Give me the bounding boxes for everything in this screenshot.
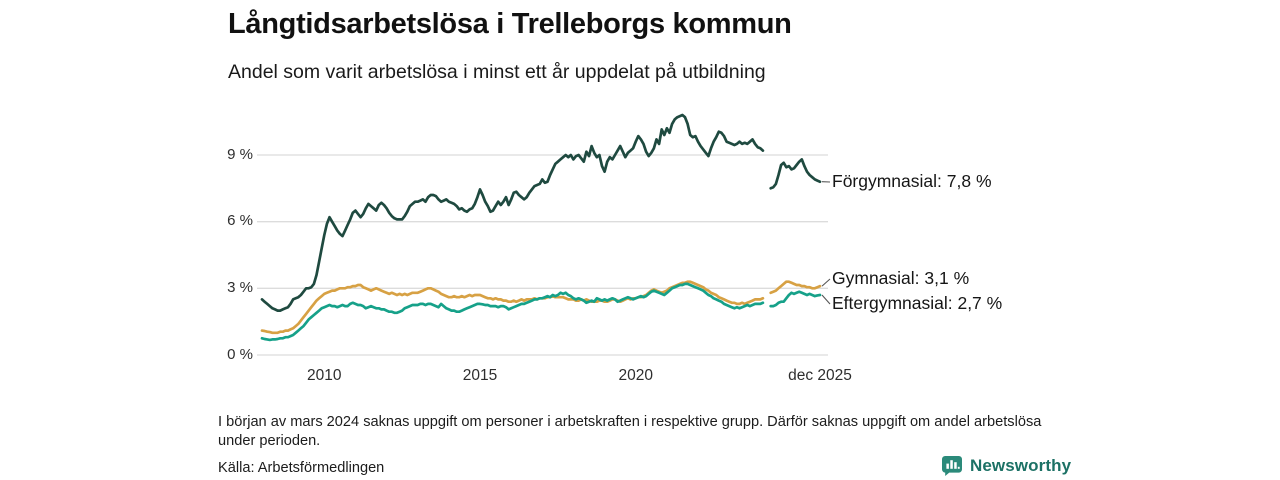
source-credit: Källa: Arbetsförmedlingen <box>218 460 385 476</box>
series-line-förgymnasial <box>260 113 822 312</box>
y-tick-label: 6 % <box>227 212 253 230</box>
y-tick-label: 3 % <box>227 278 253 296</box>
y-tick-label: 9 % <box>227 145 253 163</box>
series-line-eftergymnasial <box>260 282 822 342</box>
x-tick-label: dec 2025 <box>788 367 852 384</box>
chart-footnote: I början av mars 2024 saknas uppgift om … <box>218 414 1042 449</box>
chart-subtitle: Andel som varit arbetslösa i minst ett å… <box>228 61 766 83</box>
series-label-forgymnasial: Förgymnasial: 7,8 % <box>832 171 992 191</box>
label-connector <box>821 294 831 305</box>
chart-title: Långtidsarbetslösa i Trelleborgs kommun <box>228 8 792 40</box>
newsworthy-speech-bubble-bars-icon <box>941 455 963 477</box>
series-label-gymnasial: Gymnasial: 3,1 % <box>832 268 970 288</box>
newsworthy-wordmark: Newsworthy <box>970 456 1072 475</box>
series-label-eftergymnasial: Eftergymnasial: 2,7 % <box>832 293 1003 313</box>
x-tick-label: 2020 <box>618 367 653 384</box>
y-tick-label: 0 % <box>227 345 253 363</box>
x-tick-label: 2010 <box>307 367 342 384</box>
newsworthy-logo: Newsworthy <box>941 455 1071 477</box>
x-tick-label: 2015 <box>462 367 498 384</box>
label-connector <box>821 278 831 287</box>
